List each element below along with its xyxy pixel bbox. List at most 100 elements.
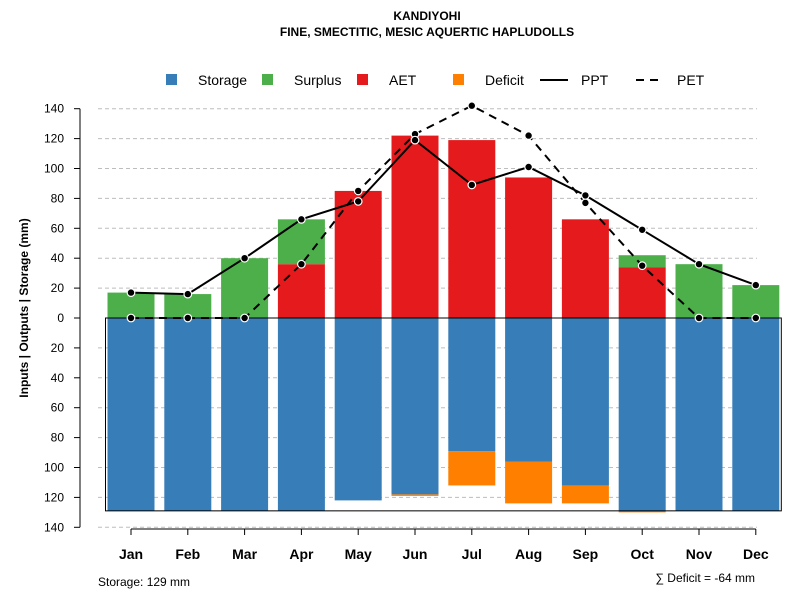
pet-point bbox=[353, 186, 363, 196]
y-tick-label: 40 bbox=[51, 371, 65, 385]
ppt-point bbox=[467, 180, 477, 190]
pet-point bbox=[183, 313, 193, 323]
x-tick-label: Jun bbox=[403, 546, 428, 562]
pet-point bbox=[524, 131, 533, 141]
storage-bar bbox=[561, 318, 609, 486]
y-tick-label: 60 bbox=[51, 221, 65, 235]
ppt-point bbox=[126, 288, 136, 297]
deficit-note: ∑ Deficit = -64 mm bbox=[655, 571, 755, 585]
legend-aet-label: AET bbox=[389, 72, 417, 88]
legend-surplus-label: Surplus bbox=[294, 72, 341, 88]
y-tick-label: 20 bbox=[51, 341, 65, 355]
aet-bar bbox=[391, 135, 439, 318]
surplus-bar bbox=[618, 255, 666, 268]
ppt-point bbox=[524, 162, 533, 172]
aet-bar bbox=[505, 177, 553, 318]
storage-bar bbox=[448, 318, 496, 452]
x-tick-label: Nov bbox=[686, 546, 713, 562]
storage-bar bbox=[107, 318, 155, 511]
storage-bar bbox=[732, 318, 780, 511]
storage-bar bbox=[334, 318, 382, 501]
surplus-bar bbox=[221, 258, 269, 318]
lines bbox=[126, 101, 761, 323]
surplus-bar bbox=[277, 219, 325, 265]
ppt-point bbox=[694, 259, 704, 269]
y-tick-label: 20 bbox=[51, 281, 65, 295]
ppt-point bbox=[410, 135, 420, 145]
pet-point bbox=[694, 313, 704, 323]
pet-point bbox=[467, 101, 477, 111]
y-tick-label: 120 bbox=[44, 132, 64, 146]
legend-surplus-swatch bbox=[262, 74, 273, 85]
y-tick-label: 80 bbox=[51, 191, 65, 205]
storage-bar bbox=[675, 318, 723, 511]
legend-storage-swatch bbox=[166, 74, 177, 85]
chart-subtitle: FINE, SMECTITIC, MESIC AQUERTIC HAPLUDOL… bbox=[280, 25, 574, 39]
pet-point bbox=[240, 313, 250, 323]
deficit-bar bbox=[505, 461, 553, 504]
pet-point bbox=[297, 259, 306, 269]
y-tick-label: 140 bbox=[44, 520, 64, 534]
ppt-line bbox=[130, 138, 757, 296]
ppt-point bbox=[637, 225, 647, 235]
legend: Storage Surplus AET Deficit PPT PET bbox=[166, 72, 705, 88]
storage-bar bbox=[277, 318, 325, 511]
y-tick-label: 80 bbox=[51, 431, 65, 445]
legend-deficit-swatch bbox=[453, 74, 464, 85]
aet-bar bbox=[334, 190, 382, 318]
aet-bar bbox=[448, 140, 496, 318]
x-tick-label: Apr bbox=[289, 546, 314, 562]
deficit-bar bbox=[561, 485, 609, 504]
storage-bar bbox=[164, 318, 212, 511]
y-tick-label: 100 bbox=[44, 461, 64, 475]
surplus-bar bbox=[675, 264, 723, 318]
x-tick-label: Feb bbox=[175, 546, 200, 562]
legend-ppt-label: PPT bbox=[581, 72, 609, 88]
legend-pet-label: PET bbox=[677, 72, 705, 88]
deficit-bar bbox=[618, 510, 666, 513]
x-tick-label: Aug bbox=[515, 546, 542, 562]
legend-storage-label: Storage bbox=[198, 72, 247, 88]
storage-bar bbox=[221, 318, 269, 511]
x-tick-label: Mar bbox=[232, 546, 257, 562]
legend-deficit-label: Deficit bbox=[485, 72, 524, 88]
storage-note: Storage: 129 mm bbox=[98, 575, 190, 589]
aet-bar bbox=[561, 219, 609, 318]
aet-bar bbox=[277, 264, 325, 318]
chart-title: KANDIYOHI bbox=[393, 9, 460, 23]
bars bbox=[105, 135, 782, 513]
pet-point bbox=[581, 198, 590, 208]
ppt-point bbox=[353, 196, 363, 206]
pet-point bbox=[751, 313, 761, 323]
x-tick-label: Jul bbox=[462, 546, 482, 562]
deficit-bar bbox=[448, 451, 496, 486]
pet-point bbox=[126, 313, 136, 323]
ppt-point bbox=[581, 191, 590, 200]
storage-bar bbox=[505, 318, 553, 462]
x-tick-label: Sep bbox=[573, 546, 599, 562]
surplus-bar bbox=[164, 294, 212, 318]
y-tick-label: 120 bbox=[44, 490, 64, 504]
pet-point bbox=[637, 261, 647, 271]
y-tick-label: 140 bbox=[44, 102, 64, 116]
ppt-point bbox=[751, 280, 761, 290]
ppt-point bbox=[240, 253, 250, 263]
surplus-bar bbox=[732, 285, 780, 318]
ppt-point bbox=[297, 214, 306, 224]
y-tick-label: 40 bbox=[51, 251, 65, 265]
storage-bar bbox=[618, 318, 666, 511]
aet-bar bbox=[618, 267, 666, 318]
legend-aet-swatch bbox=[357, 74, 368, 85]
storage-bar bbox=[391, 318, 439, 495]
y-tick-label: 100 bbox=[44, 162, 64, 176]
x-tick-label: Oct bbox=[631, 546, 655, 562]
y-tick-label: 0 bbox=[57, 311, 64, 325]
axes: 140 120 100 80 60 40 20 0 20 40 60 80 100 120 140 Jan Fe… bbox=[44, 102, 769, 562]
pet-line bbox=[131, 104, 756, 319]
x-tick-label: May bbox=[345, 546, 372, 562]
x-tick-label: Dec bbox=[743, 546, 769, 562]
y-tick-label: 60 bbox=[51, 401, 65, 415]
x-tick-label: Jan bbox=[119, 546, 143, 562]
deficit-bar bbox=[391, 494, 439, 496]
